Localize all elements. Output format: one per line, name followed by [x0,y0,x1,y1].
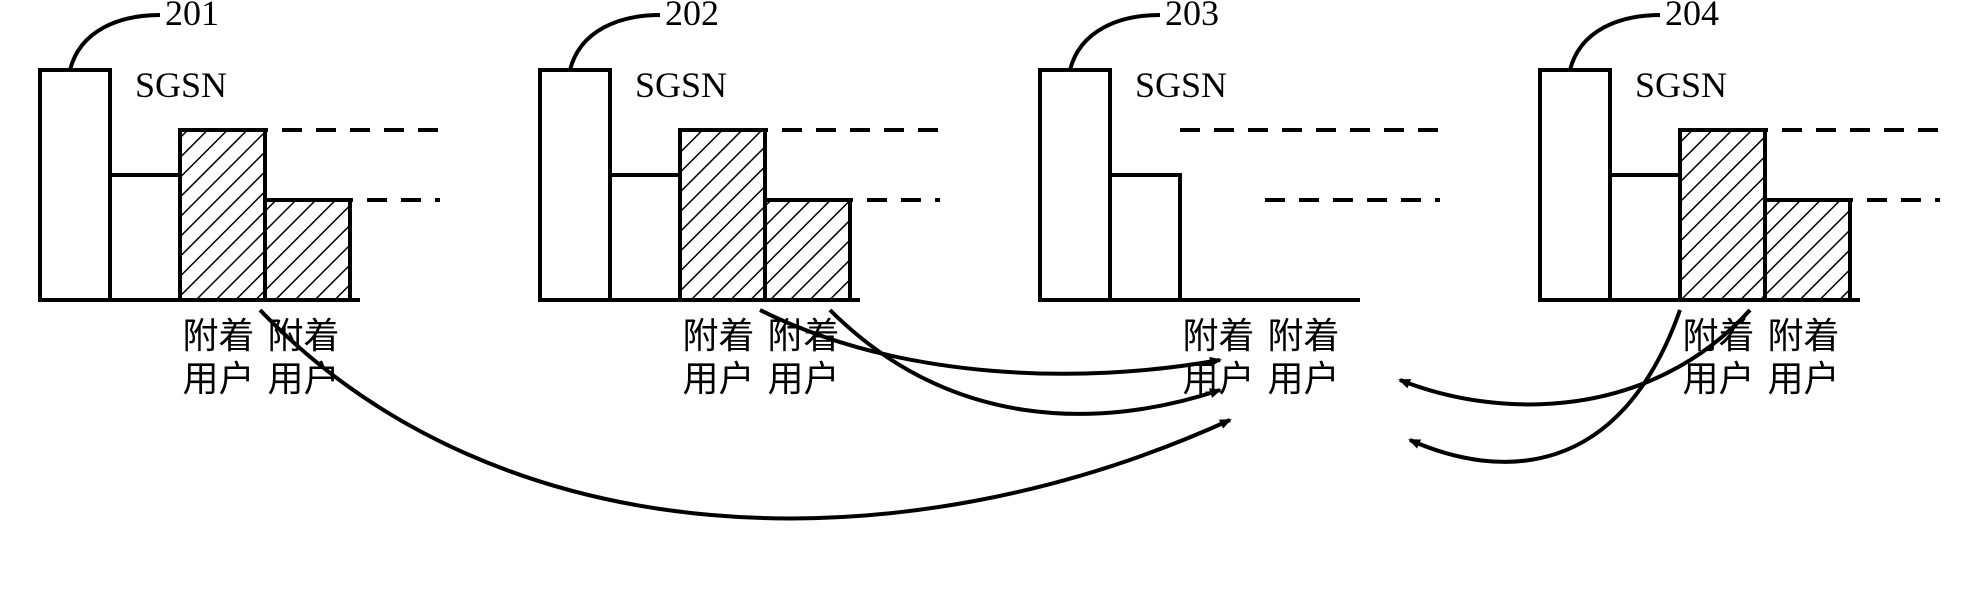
panel-title: SGSN [635,64,727,106]
panel-title: SGSN [1135,64,1227,106]
bar-label: 附着用户 [1768,314,1840,400]
panel-callout-number: 203 [1165,0,1219,34]
bar-label: 附着用户 [683,314,755,400]
panel-title: SGSN [135,64,227,106]
panel-callout-number: 204 [1665,0,1719,34]
bar-label: 附着用户 [1183,314,1255,400]
bar-label: 附着用户 [1683,314,1755,400]
bar-label: 附着用户 [1268,314,1340,400]
panel-title: SGSN [1635,64,1727,106]
bar-label: 附着用户 [268,314,340,400]
panel-callout-number: 202 [665,0,719,34]
bar-label: 附着用户 [768,314,840,400]
panel-callout-number: 201 [165,0,219,34]
bar-label: 附着用户 [183,314,255,400]
flow-arrow [830,310,1220,414]
